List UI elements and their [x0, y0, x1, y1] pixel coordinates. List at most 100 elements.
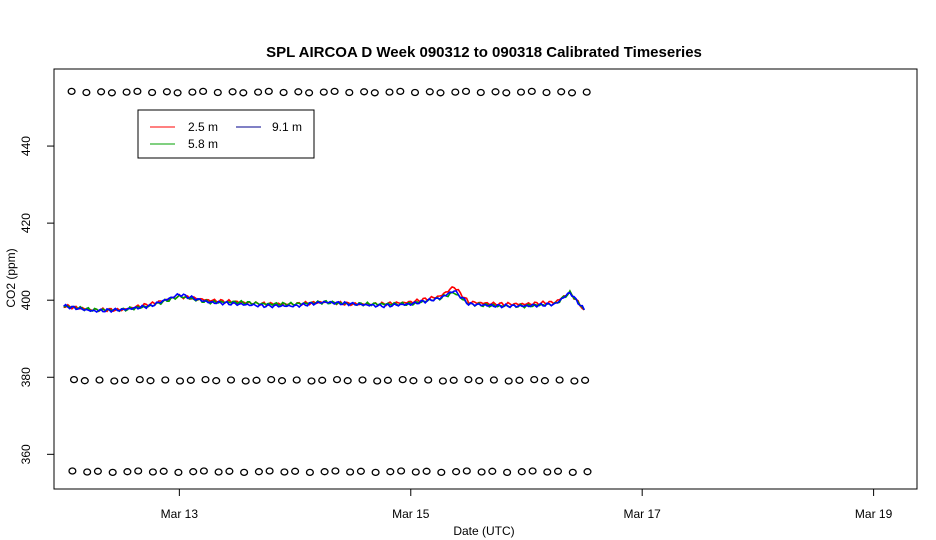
- reference-point-circle: [360, 88, 369, 96]
- reference-point-circle: [95, 376, 104, 384]
- reference-point-circle: [226, 376, 236, 384]
- reference-point-circle: [83, 468, 92, 476]
- reference-point-circle: [108, 468, 117, 477]
- reference-point-circle: [373, 377, 382, 385]
- legend-label-2-5m: 2.5 m: [188, 120, 218, 134]
- legend: 2.5 m 9.1 m 5.8 m: [137, 109, 315, 159]
- reference-point-circle: [265, 467, 274, 475]
- reference-point-circle: [516, 88, 526, 96]
- chart-title: SPL AIRCOA D Week 090312 to 090318 Calib…: [266, 44, 702, 61]
- reference-point-circle: [264, 87, 273, 96]
- reference-point-circle: [543, 468, 552, 476]
- legend-label-9-1m: 9.1 m: [272, 120, 302, 134]
- reference-point-circle: [515, 376, 524, 384]
- reference-point-circle: [201, 375, 210, 384]
- reference-point-circle: [570, 377, 579, 385]
- reference-point-circle: [148, 88, 157, 97]
- legend-label-5-8m: 5.8 m: [188, 137, 218, 151]
- reference-point-circle: [280, 468, 289, 476]
- reference-point-circle: [517, 468, 526, 476]
- reference-point-circle: [396, 87, 405, 96]
- x-axis-label: Date (UTC): [453, 524, 514, 538]
- reference-point-circle: [488, 467, 497, 475]
- reference-point-circle: [540, 377, 549, 385]
- reference-point-circle: [555, 376, 564, 384]
- reference-point-circle: [370, 89, 379, 97]
- reference-point-circle: [292, 376, 301, 384]
- reference-point-circle: [320, 468, 329, 476]
- x-axis: Mar 13 Mar 15 Mar 17 Mar 19: [161, 488, 893, 521]
- reference-point-circle: [199, 467, 208, 475]
- reference-point-circle: [82, 88, 91, 97]
- reference-point-circle: [330, 87, 339, 96]
- reference-point-circle: [452, 468, 461, 476]
- reference-point-circle: [346, 468, 355, 476]
- reference-point-circle: [120, 376, 130, 384]
- reference-point-circle: [371, 468, 380, 477]
- reference-point-circle: [214, 468, 223, 476]
- reference-points: [67, 87, 592, 477]
- reference-point-circle: [146, 377, 155, 385]
- series-layer: [63, 285, 586, 314]
- x-tick-label: Mar 13: [161, 507, 199, 521]
- reference-point-circle: [343, 377, 352, 385]
- reference-point-circle: [410, 88, 420, 97]
- reference-point-circle: [133, 87, 142, 96]
- reference-point-circle: [345, 88, 354, 97]
- y-tick-label: 360: [19, 444, 33, 464]
- reference-point-circle: [437, 468, 446, 477]
- reference-point-circle: [305, 89, 314, 97]
- reference-point-circle: [503, 468, 512, 477]
- reference-point-circle: [502, 89, 511, 97]
- reference-point-circle: [319, 88, 328, 96]
- reference-point-circle: [199, 87, 208, 96]
- reference-point-circle: [504, 377, 513, 385]
- reference-point-circle: [553, 467, 563, 475]
- reference-point-circle: [425, 88, 434, 96]
- reference-point-circle: [411, 468, 420, 476]
- reference-point-circle: [582, 88, 591, 96]
- reference-point-circle: [68, 467, 77, 475]
- reference-point-circle: [294, 88, 303, 96]
- reference-point-circle: [397, 467, 406, 475]
- reference-point-circle: [239, 89, 248, 97]
- y-axis: 360 380 400 420 440: [19, 136, 55, 464]
- reference-point-circle: [307, 377, 316, 385]
- reference-point-circle: [477, 468, 486, 476]
- reference-point-circle: [331, 467, 340, 475]
- y-tick-label: 380: [19, 367, 33, 387]
- x-tick-label: Mar 19: [855, 507, 893, 521]
- reference-point-circle: [436, 89, 445, 97]
- reference-point-circle: [277, 377, 287, 385]
- reference-point-circle: [583, 468, 592, 476]
- reference-point-circle: [135, 375, 144, 384]
- y-axis-label: CO2 (ppm): [4, 248, 18, 307]
- reference-point-circle: [476, 88, 485, 97]
- reference-point-circle: [462, 467, 471, 475]
- reference-point-circle: [267, 375, 276, 384]
- reference-point-circle: [528, 467, 537, 475]
- reference-point-circle: [107, 89, 116, 97]
- reference-point-circle: [225, 467, 234, 475]
- reference-point-circle: [449, 376, 458, 384]
- reference-point-circle: [332, 375, 342, 384]
- reference-point-circle: [542, 88, 551, 97]
- reference-point-circle: [567, 89, 577, 97]
- reference-point-circle: [385, 88, 394, 96]
- reference-point-circle: [557, 88, 566, 96]
- reference-point-circle: [173, 89, 182, 97]
- reference-point-circle: [422, 467, 431, 475]
- reference-point-circle: [424, 376, 433, 384]
- reference-point-circle: [67, 87, 76, 96]
- reference-point-circle: [162, 88, 171, 96]
- reference-point-circle: [252, 376, 261, 384]
- reference-point-circle: [110, 377, 119, 385]
- reference-point-circle: [80, 377, 89, 385]
- reference-point-circle: [228, 88, 237, 96]
- reference-point-circle: [97, 88, 106, 96]
- reference-point-circle: [358, 376, 367, 384]
- reference-point-circle: [291, 467, 300, 475]
- reference-point-circle: [159, 467, 168, 475]
- series-line-9-1-m: [63, 290, 586, 314]
- reference-point-circle: [134, 467, 143, 475]
